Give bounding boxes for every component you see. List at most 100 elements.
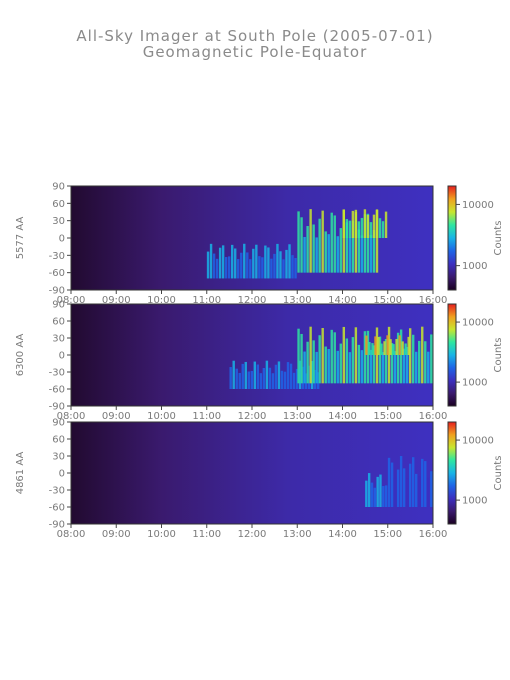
- colorbar-tick-label: 10000: [462, 436, 494, 447]
- emission-streak: [206, 251, 210, 279]
- x-tick-label: 09:00: [102, 295, 131, 306]
- y-tick-label: -30: [49, 251, 65, 262]
- emission-streak: [297, 211, 300, 273]
- emission-streak: [382, 486, 385, 507]
- emission-streak: [265, 360, 269, 389]
- emission-streak: [243, 243, 246, 279]
- x-tick-label: 10:00: [147, 529, 176, 540]
- emission-streak: [392, 344, 395, 355]
- emission-streak: [405, 346, 409, 384]
- emission-streak: [224, 257, 228, 279]
- emission-streak: [354, 327, 358, 384]
- emission-streak: [373, 487, 377, 507]
- emission-streak: [209, 243, 213, 279]
- y-tick-label: -60: [49, 385, 65, 396]
- emission-streak: [274, 364, 278, 389]
- emission-streak: [393, 351, 397, 384]
- colorbar-tick-label: 1000: [462, 496, 487, 507]
- emission-streak: [430, 334, 433, 384]
- emission-streak: [286, 362, 290, 389]
- emission-streak: [240, 252, 243, 279]
- y-tick-label: 30: [52, 452, 65, 463]
- emission-streak: [384, 211, 388, 238]
- y-tick-label: 0: [59, 351, 65, 362]
- emission-streak: [390, 343, 394, 384]
- emission-streak: [377, 337, 380, 355]
- emission-streak: [271, 373, 275, 389]
- emission-streak: [279, 251, 282, 279]
- emission-streak: [399, 329, 403, 384]
- emission-streak: [395, 338, 398, 355]
- emission-streak: [336, 350, 339, 384]
- emission-streak: [306, 341, 309, 384]
- emission-streak: [424, 341, 427, 384]
- emission-streak: [291, 255, 294, 279]
- emission-streak: [366, 213, 370, 273]
- emission-streak: [401, 341, 404, 355]
- emission-streak: [300, 333, 303, 384]
- panel-6300-aa: 90 60 30 0 -30 -60 -90 6300 AA 08:00 09:00 10:00 11…: [15, 300, 504, 423]
- chart-subtitle: Geomagnetic Pole-Equator: [142, 43, 368, 61]
- emission-streak: [255, 244, 258, 279]
- emission-streak: [244, 361, 247, 389]
- y-tick-label: -60: [49, 268, 65, 279]
- y-tick-label: -30: [49, 368, 65, 379]
- emission-streak: [366, 214, 370, 238]
- emission-streak: [345, 338, 349, 384]
- emission-streak: [309, 209, 312, 273]
- emission-streak: [351, 220, 355, 273]
- emission-streak: [357, 229, 361, 273]
- emission-streak: [384, 338, 388, 384]
- emission-streak: [386, 335, 389, 355]
- emission-streak: [418, 340, 421, 384]
- emission-streak: [375, 327, 379, 384]
- emission-streak: [261, 257, 264, 279]
- heatmap-background: [71, 186, 433, 290]
- emission-streak: [369, 235, 373, 273]
- emission-streak: [262, 367, 266, 389]
- emission-streak: [315, 237, 318, 273]
- colorbar-label: Counts: [493, 338, 504, 373]
- x-tick-label: 13:00: [283, 529, 312, 540]
- emission-streak: [379, 474, 382, 507]
- y-tick-label: -30: [49, 486, 65, 497]
- emission-streak: [297, 328, 300, 384]
- emission-streak: [430, 471, 433, 507]
- emission-streak: [342, 209, 346, 238]
- x-tick-label: 11:00: [192, 295, 221, 306]
- x-tick-label: 16:00: [419, 411, 448, 422]
- emission-streak: [306, 226, 309, 273]
- emission-streak: [333, 215, 336, 273]
- x-tick-label: 13:00: [283, 295, 312, 306]
- y-axis-label: 5577 AA: [15, 217, 26, 260]
- x-tick-label: 09:00: [102, 411, 131, 422]
- emission-streak: [301, 366, 305, 389]
- emission-streak: [321, 210, 324, 273]
- y-tick-label: 30: [52, 216, 65, 227]
- emission-streak: [396, 332, 400, 384]
- x-tick-label: 15:00: [373, 529, 402, 540]
- emission-streak: [405, 478, 409, 507]
- emission-streak: [354, 209, 358, 273]
- emission-streak: [421, 326, 424, 384]
- x-tick-label: 08:00: [57, 411, 86, 422]
- x-tick-label: 15:00: [373, 295, 402, 306]
- emission-streak: [267, 247, 270, 279]
- x-tick-label: 13:00: [283, 411, 312, 422]
- emission-streak: [365, 335, 368, 355]
- emission-streak: [370, 482, 374, 507]
- emission-streak: [345, 222, 349, 273]
- emission-streak: [384, 485, 388, 507]
- emission-streak: [256, 364, 260, 389]
- emission-streak: [381, 221, 385, 238]
- emission-streak: [285, 249, 288, 279]
- emission-streak: [363, 214, 367, 273]
- emission-streak: [289, 363, 293, 389]
- emission-streak: [321, 328, 324, 384]
- emission-streak: [282, 259, 285, 279]
- emission-streak: [312, 224, 315, 273]
- emission-streak: [313, 369, 317, 389]
- emission-streak: [294, 257, 297, 279]
- x-tick-label: 16:00: [419, 529, 448, 540]
- emission-streak: [357, 221, 361, 238]
